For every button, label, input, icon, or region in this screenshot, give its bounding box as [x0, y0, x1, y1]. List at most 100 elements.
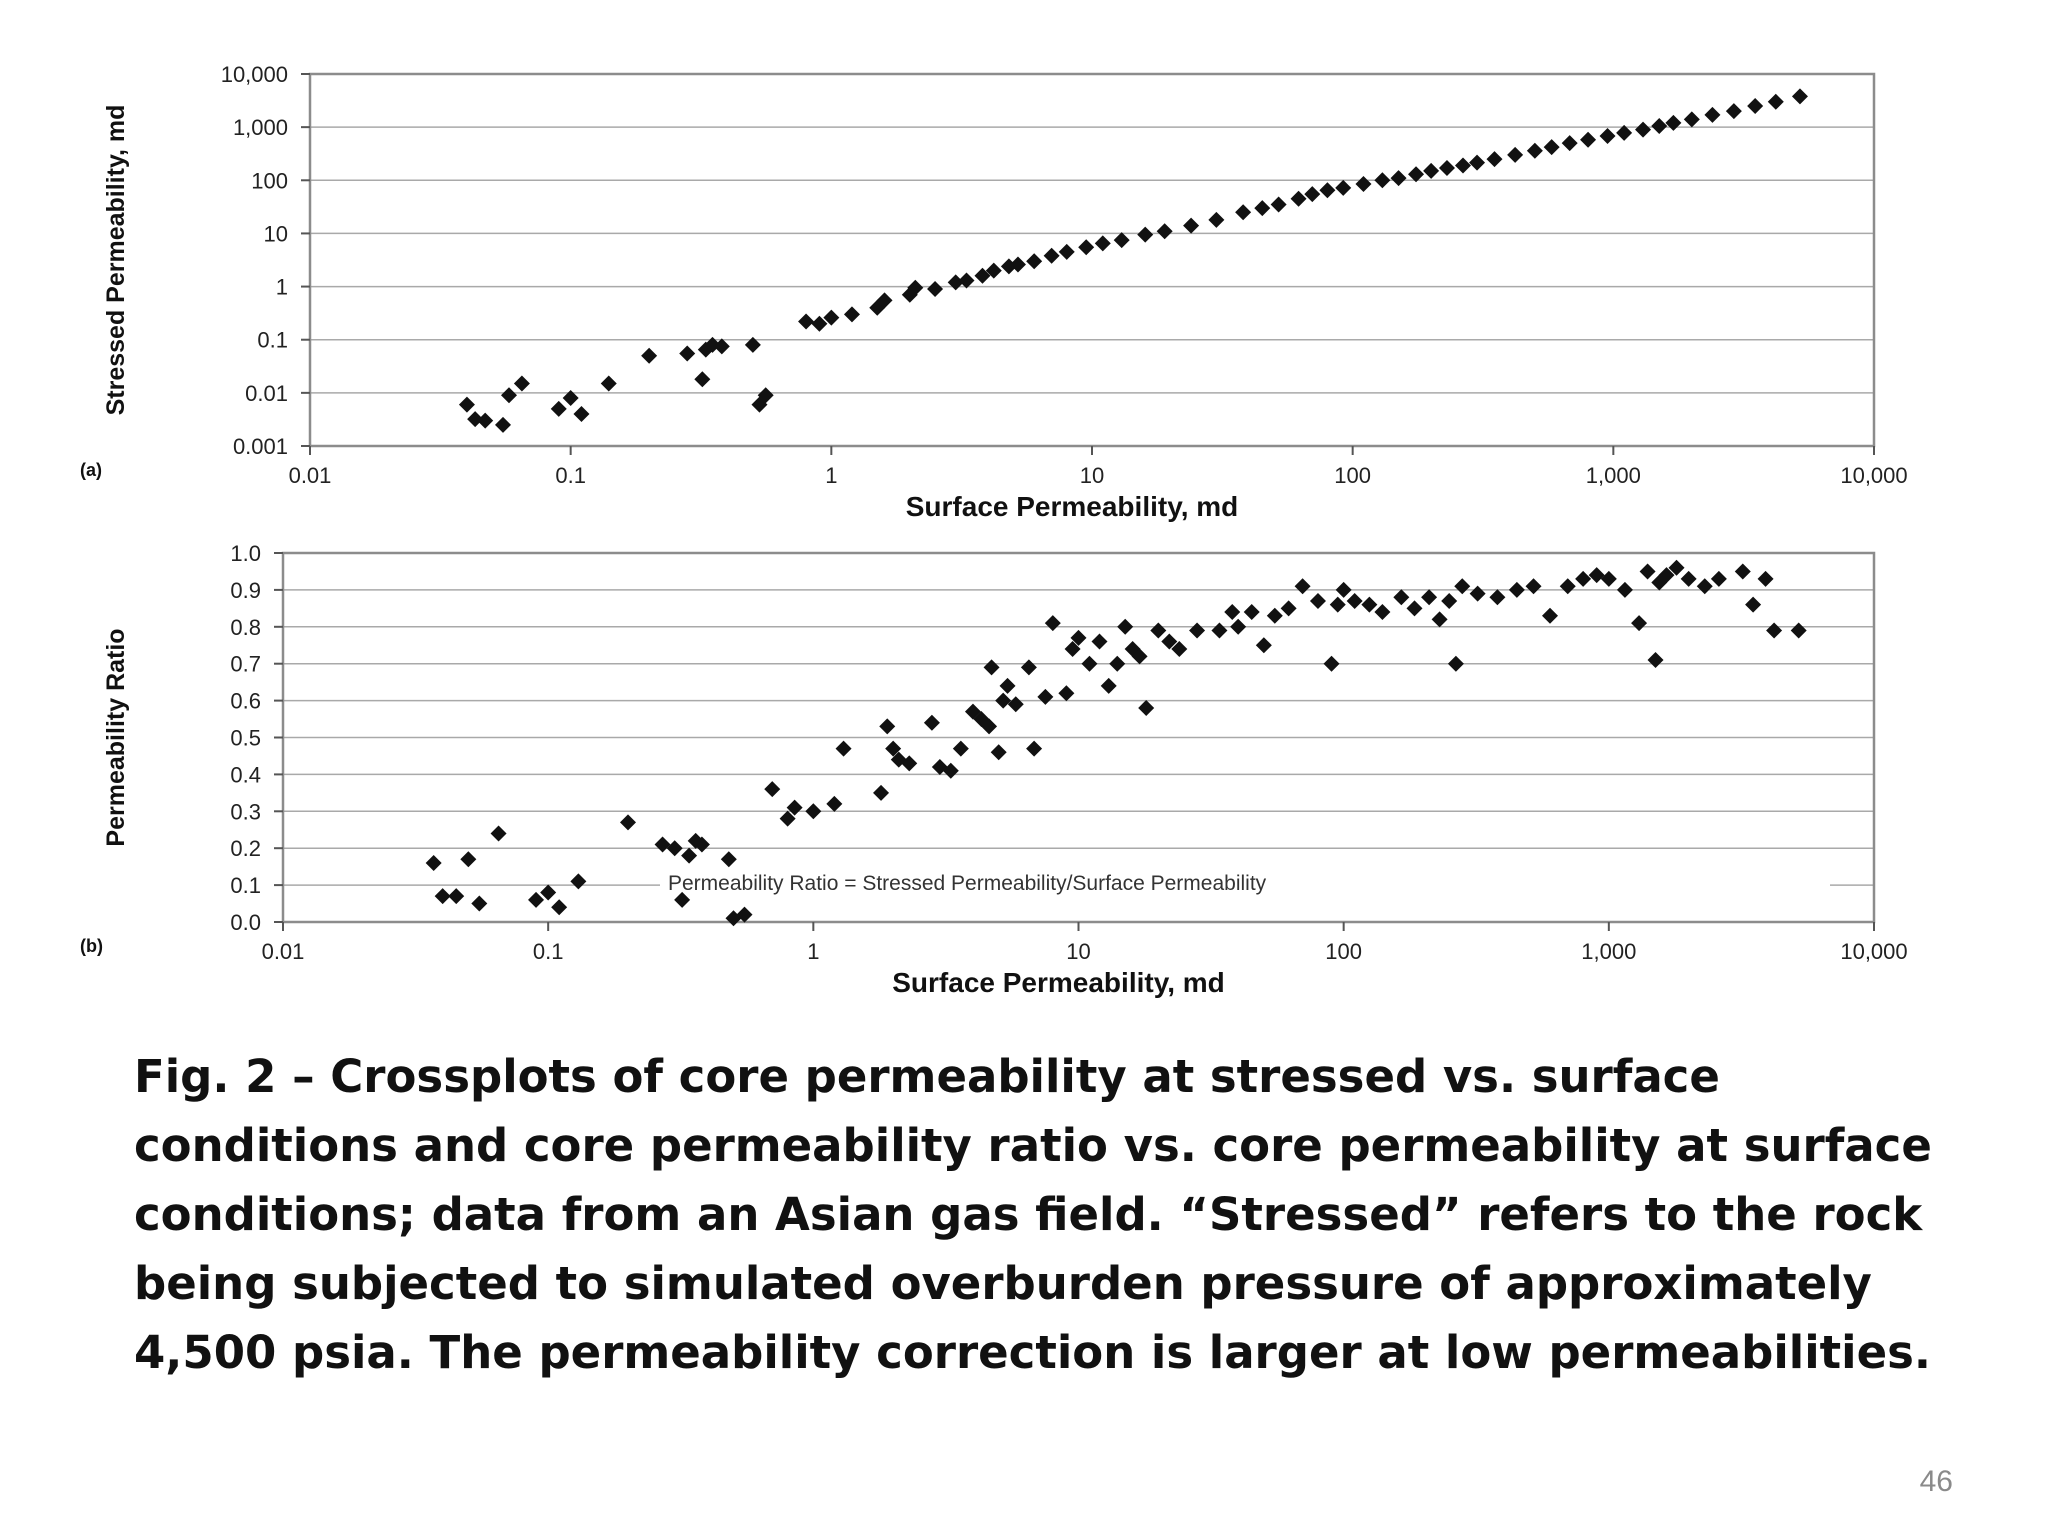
y-tick-label: 1.0: [230, 541, 261, 566]
y-tick-label: 0.1: [230, 873, 261, 898]
data-point: [1668, 559, 1685, 576]
data-point: [1266, 607, 1283, 624]
data-point: [1559, 578, 1576, 595]
x-tick-label: 1,000: [1586, 463, 1641, 488]
data-point: [1309, 592, 1326, 609]
data-point: [1070, 629, 1087, 646]
data-point: [823, 309, 840, 326]
data-point: [1189, 622, 1206, 639]
data-point: [1211, 622, 1228, 639]
data-point: [679, 345, 696, 362]
y-tick-label: 0.9: [230, 578, 261, 603]
data-point: [1361, 596, 1378, 613]
data-point: [1290, 190, 1307, 207]
data-point: [654, 836, 671, 853]
x-tick-label: 10: [1066, 939, 1090, 964]
y-tick-label: 1,000: [233, 115, 288, 140]
data-point: [694, 371, 711, 388]
data-point: [1323, 655, 1340, 672]
data-point: [1094, 235, 1111, 252]
data-point: [1294, 578, 1311, 595]
data-point: [1235, 204, 1252, 221]
data-point: [1329, 596, 1346, 613]
data-point: [448, 888, 465, 905]
data-point: [1224, 604, 1241, 621]
data-point: [1374, 604, 1391, 621]
x-tick-label: 100: [1325, 939, 1362, 964]
data-point: [1100, 677, 1117, 694]
data-point: [952, 740, 969, 757]
data-point: [513, 375, 530, 392]
data-point: [974, 267, 991, 284]
data-point: [1680, 570, 1697, 587]
data-point: [1658, 567, 1675, 584]
data-point: [1064, 640, 1081, 657]
data-point: [744, 336, 761, 353]
data-point: [1639, 563, 1656, 580]
data-point: [786, 799, 803, 816]
data-point: [1026, 253, 1043, 270]
data-point: [1710, 570, 1727, 587]
y-tick-label: 0.01: [245, 381, 288, 406]
x-tick-label: 10,000: [1840, 463, 1907, 488]
data-point: [1230, 618, 1247, 635]
data-point: [1355, 176, 1372, 193]
x-tick-label: 1: [825, 463, 837, 488]
data-point: [805, 803, 822, 820]
data-point: [1280, 600, 1297, 617]
data-point: [713, 338, 730, 355]
data-point: [674, 891, 691, 908]
data-point: [1423, 162, 1440, 179]
data-point: [985, 262, 1002, 279]
data-point: [1665, 114, 1682, 131]
data-point: [995, 692, 1012, 709]
data-point: [1243, 604, 1260, 621]
data-point: [619, 814, 636, 831]
data-point: [1542, 607, 1559, 624]
data-point: [1599, 128, 1616, 145]
data-point: [434, 888, 451, 905]
data-point: [958, 272, 975, 289]
data-point: [1734, 563, 1751, 580]
x-tick-label: 10,000: [1840, 939, 1907, 964]
data-point: [981, 718, 998, 735]
x-tick-label: 1,000: [1581, 939, 1636, 964]
data-point: [1616, 124, 1633, 141]
panel-label: (a): [80, 460, 102, 480]
data-point: [1526, 142, 1543, 159]
data-point: [1058, 685, 1075, 702]
data-point: [1725, 103, 1742, 120]
panel-a-stressed-vs-surface: 0.01 0.1 1 10 100 1,000 10,0000.0010.010.11101…: [80, 62, 1908, 522]
data-point: [942, 762, 959, 779]
data-point: [460, 851, 477, 868]
data-point: [1208, 211, 1225, 228]
data-point: [1007, 696, 1024, 713]
data-point: [1447, 655, 1464, 672]
data-point: [501, 387, 518, 404]
data-point: [798, 313, 815, 330]
data-point: [573, 406, 590, 423]
annotation-background: [660, 866, 1830, 898]
data-point: [1408, 166, 1425, 183]
data-point: [1469, 585, 1486, 602]
y-tick-label: 100: [251, 168, 288, 193]
data-point: [562, 390, 579, 407]
y-tick-label: 0.001: [233, 434, 288, 459]
data-point: [550, 400, 567, 417]
data-point: [1138, 699, 1155, 716]
data-point: [1454, 578, 1471, 595]
data-point: [947, 274, 964, 291]
data-point: [1588, 567, 1605, 584]
data-point: [1026, 740, 1043, 757]
data-point: [1150, 622, 1167, 639]
ratio-annotation: Permeability Ratio = Stressed Permeabili…: [668, 872, 1267, 895]
crossplot-figure: 0.01 0.1 1 10 100 1,000 10,0000.0010.010.11101…: [80, 62, 1908, 998]
data-point: [551, 899, 568, 916]
data-point: [879, 718, 896, 735]
y-tick-label: 0.8: [230, 615, 261, 640]
data-point: [1616, 581, 1633, 598]
data-point: [779, 810, 796, 827]
x-tick-label: 100: [1334, 463, 1371, 488]
data-point: [927, 281, 944, 298]
